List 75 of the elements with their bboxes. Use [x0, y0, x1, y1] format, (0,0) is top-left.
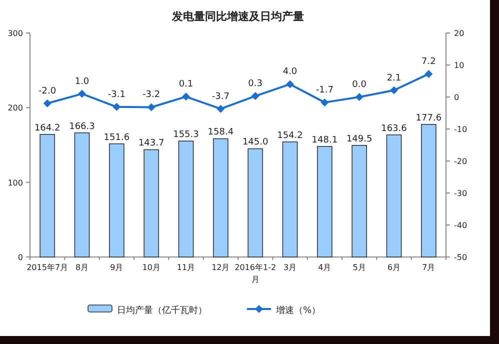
bar — [352, 144, 368, 258]
data-label: 164.2 — [34, 123, 60, 134]
y2-tick-label: -30 — [454, 189, 468, 198]
y2-tick-label: 10 — [454, 61, 464, 70]
legend-label: 增速（%） — [275, 305, 321, 316]
data-label: 155.3 — [173, 130, 199, 140]
point — [216, 104, 225, 113]
x-tick-label: 7月 — [421, 262, 436, 274]
bar — [316, 146, 332, 258]
x-tick-label: 9月 — [109, 262, 124, 274]
bar — [248, 148, 264, 258]
data-label: 177.6 — [416, 113, 442, 124]
point — [320, 98, 329, 106]
point — [390, 86, 398, 94]
data-label: 149.5 — [346, 134, 372, 144]
x-tick-label: 2015年7月 — [26, 262, 68, 274]
x-tick-label: 10月 — [141, 262, 162, 274]
data-label: 148.1 — [312, 135, 338, 146]
y-tick-label: 0 — [18, 253, 23, 262]
bar — [108, 143, 124, 258]
data-label: 1.0 — [74, 76, 90, 87]
point — [251, 92, 260, 100]
data-label: -2.0 — [38, 86, 56, 96]
data-label: -3.2 — [142, 90, 160, 100]
bar — [178, 140, 194, 258]
y2-tick-label: 0 — [454, 93, 460, 102]
x-tick-label: 4月 — [317, 262, 332, 274]
data-label: 0.0 — [352, 80, 367, 90]
data-label: 2.1 — [386, 73, 402, 84]
data-label: 154.2 — [277, 130, 303, 141]
y2-tick-label: -20 — [454, 157, 468, 166]
point — [78, 90, 86, 98]
bar — [420, 124, 436, 258]
bar — [212, 138, 228, 258]
data-label: -3.7 — [212, 92, 230, 102]
point — [112, 102, 121, 111]
x-tick-label: 8月 — [75, 263, 89, 272]
point — [424, 70, 433, 78]
y2-tick-label: -40 — [454, 221, 468, 230]
x-tick-label: 3月 — [283, 263, 297, 272]
data-label: 145.0 — [242, 138, 268, 148]
x-tick-label: 6月 — [386, 262, 402, 274]
x-tick-label: 5月 — [352, 262, 367, 274]
bar — [282, 141, 298, 258]
data-label: 166.3 — [69, 122, 95, 132]
x-tick-label: 12月 — [212, 263, 230, 272]
data-label: 4.0 — [282, 67, 298, 78]
x-tick-label: 11月 — [176, 262, 196, 274]
bar — [144, 149, 160, 258]
y-tick-label: 300 — [8, 29, 23, 38]
bar — [74, 132, 90, 258]
bar — [386, 134, 402, 258]
data-label: 0.1 — [178, 80, 194, 90]
bar — [40, 134, 56, 258]
data-label: 0.3 — [248, 79, 262, 90]
legend-label: 日均产量（亿千瓦时） — [117, 305, 207, 316]
point — [182, 92, 190, 101]
y-tick-label: 100 — [8, 178, 23, 188]
data-label: -1.7 — [316, 85, 334, 96]
data-label: 151.6 — [104, 132, 130, 143]
point — [286, 80, 294, 88]
data-label: 163.6 — [381, 124, 408, 134]
point — [355, 93, 364, 101]
data-label: 158.4 — [208, 128, 234, 138]
y2-tick-label: -50 — [454, 253, 468, 262]
y-tick-label: 200 — [8, 104, 23, 113]
x-tick-label: 2016年1-2月 — [234, 262, 276, 286]
chart-title: 发电量同比增速及日均产量 — [171, 10, 304, 23]
data-label: 7.2 — [422, 56, 436, 67]
data-label: 143.7 — [138, 138, 164, 149]
point — [43, 99, 52, 108]
data-label: -3.1 — [108, 90, 126, 100]
y2-tick-label: 20 — [454, 29, 464, 38]
point — [147, 103, 156, 112]
y2-tick-label: -10 — [454, 125, 468, 134]
